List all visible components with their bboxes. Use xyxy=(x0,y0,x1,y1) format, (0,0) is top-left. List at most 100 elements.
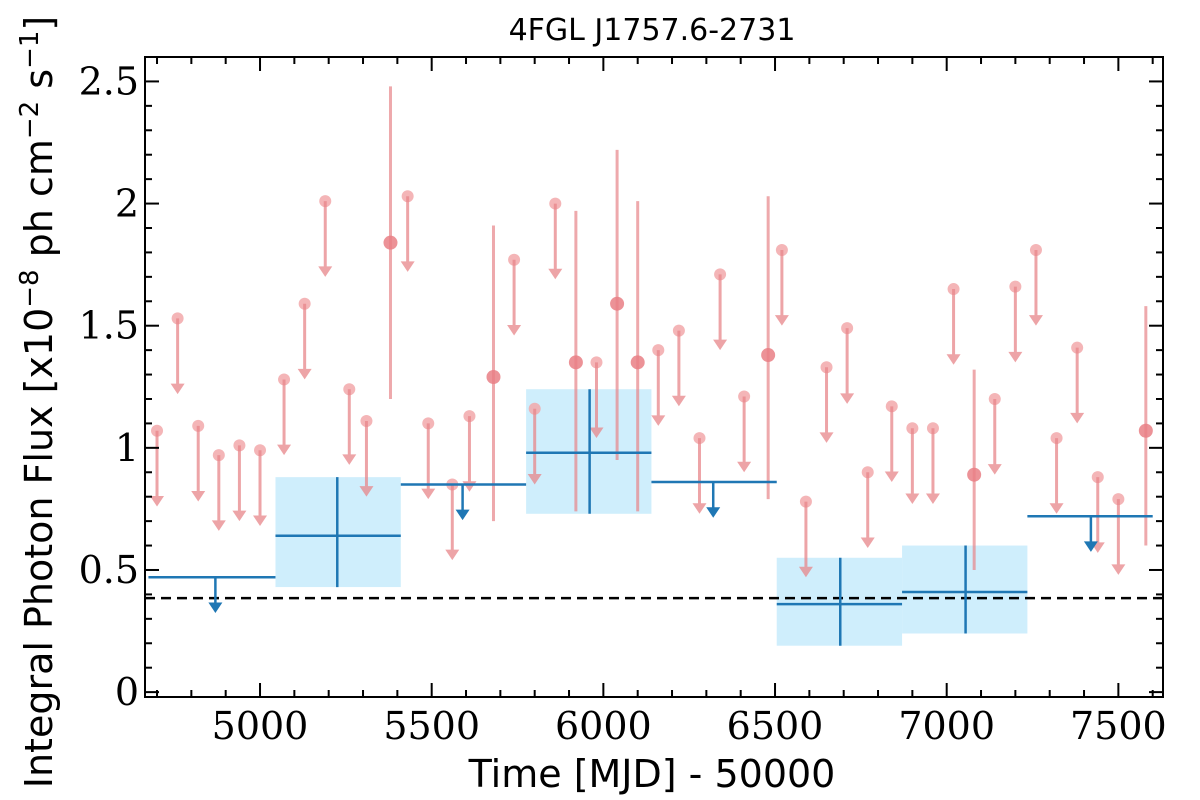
y-axis-label-unit: ph cm xyxy=(17,139,61,269)
upper-limit-arrow-head xyxy=(925,493,940,504)
upper-limit-arrow-head xyxy=(1008,351,1023,363)
fine-upper-limit-arrow xyxy=(421,423,436,500)
upper-limit-arrow-head xyxy=(400,261,415,272)
upper-limit-arrow-head xyxy=(527,473,542,485)
upper-limit-arrow-head xyxy=(713,339,728,351)
fine-upper-limit-arrow xyxy=(462,416,477,492)
upper-limit-arrow-head xyxy=(589,427,604,439)
upper-limit-arrow-head xyxy=(297,368,312,380)
fine-upper-limit-arrow xyxy=(232,445,247,522)
fine-upper-limit-arrow xyxy=(713,274,728,351)
fine-upper-limit-arrow xyxy=(191,425,206,502)
fine-upper-limit-arrow xyxy=(946,289,961,365)
x-tick-label: 7000 xyxy=(898,704,995,748)
upper-limit-arrow-head xyxy=(277,444,292,456)
y-tick-label: 0 xyxy=(115,670,139,714)
x-tick-label: 5000 xyxy=(212,704,309,748)
upper-limit-arrow-head xyxy=(987,464,1002,475)
upper-limit-arrow-head xyxy=(706,507,721,518)
fine-upper-limit-arrow xyxy=(737,396,752,473)
upper-limit-arrow-head xyxy=(840,393,855,404)
coarse-upper-limit-arrow xyxy=(208,577,223,614)
x-tick-label: 6500 xyxy=(727,704,824,748)
upper-limit-arrow-head xyxy=(1083,541,1098,552)
fine-detection-point xyxy=(630,355,645,370)
chart-title: 4FGL J1757.6-2731 xyxy=(509,13,796,48)
fine-upper-limit-arrow xyxy=(1008,286,1023,363)
fine-upper-limit-arrow xyxy=(884,406,899,483)
upper-limit-arrow-head xyxy=(651,415,666,426)
fine-detection-point xyxy=(761,348,776,363)
fine-upper-limit-arrow xyxy=(840,328,855,404)
fine-upper-limit-arrow xyxy=(1028,249,1043,326)
upper-limit-arrow-head xyxy=(253,515,268,526)
upper-limit-arrow-head xyxy=(1111,564,1126,575)
x-tick-label: 6000 xyxy=(555,704,652,748)
y-tick-label: 2 xyxy=(115,182,139,226)
fine-detection-point xyxy=(486,370,501,384)
fine-upper-limit-arrow xyxy=(211,455,226,531)
y-axis-label-exp3: −1 xyxy=(15,31,45,69)
fine-upper-limit-arrow xyxy=(589,362,604,439)
fine-upper-limit-arrow xyxy=(987,398,1002,475)
y-axis-label-unit2: s xyxy=(17,69,61,101)
x-tick-label: 7500 xyxy=(1070,704,1167,748)
upper-limit-arrow-head xyxy=(445,549,460,561)
y-axis-label-exp1: −8 xyxy=(15,269,45,307)
fine-upper-limit-arrow xyxy=(671,330,686,407)
fine-detection-point xyxy=(1138,423,1153,438)
upper-limit-arrow-head xyxy=(342,454,357,465)
coarse-upper-limit-arrow xyxy=(1083,516,1098,552)
fine-upper-limit-arrow xyxy=(359,420,374,497)
y-tick-label: 1.5 xyxy=(79,304,139,348)
y-tick-label: 0.5 xyxy=(79,548,139,592)
upper-limit-arrow-head xyxy=(208,602,223,614)
fine-upper-limit-arrow xyxy=(860,472,875,548)
coarse-bin-series xyxy=(148,389,1153,646)
x-tick-label: 5500 xyxy=(383,704,480,748)
upper-limit-arrow-head xyxy=(507,324,522,336)
upper-limit-arrow-head xyxy=(462,481,477,492)
fine-upper-limit-arrow xyxy=(1070,347,1085,424)
upper-limit-arrow-head xyxy=(1049,503,1064,514)
coarse-upper-limit-arrow xyxy=(706,482,721,518)
fine-detection-point xyxy=(610,296,625,311)
upper-limit-arrow-head xyxy=(211,520,226,531)
fine-upper-limit-arrow xyxy=(445,484,460,561)
fine-upper-limit-arrow xyxy=(905,428,920,504)
fine-detection-point xyxy=(383,235,398,250)
fine-upper-limit-arrow xyxy=(400,196,415,272)
y-axis-label: Integral Photon Flux [x10−8 ph cm−2 s−1] xyxy=(15,16,61,789)
upper-limit-arrow-head xyxy=(1070,412,1085,424)
y-axis-label-main: Integral Photon Flux [x10 xyxy=(17,308,61,789)
fine-detection-point xyxy=(967,467,982,482)
upper-limit-arrow-head xyxy=(884,471,899,483)
upper-limit-arrow-head xyxy=(170,383,185,395)
x-axis-label: Time [MJD] - 50000 xyxy=(468,752,836,796)
upper-limit-arrow-head xyxy=(737,461,752,473)
fine-upper-limit-arrow xyxy=(819,367,834,443)
upper-limit-arrow-head xyxy=(359,486,374,497)
fine-upper-limit-arrow xyxy=(253,450,268,526)
fine-upper-limit-arrow xyxy=(798,501,813,578)
upper-limit-arrow-head xyxy=(232,510,247,522)
upper-limit-arrow-head xyxy=(860,537,875,548)
fine-upper-limit-arrow xyxy=(507,259,522,336)
fine-upper-limit-arrow xyxy=(692,438,707,514)
fine-upper-limit-arrow xyxy=(774,249,789,326)
upper-limit-arrow-head xyxy=(798,566,813,578)
upper-limit-arrow-head xyxy=(455,509,470,521)
y-tick-label: 2.5 xyxy=(79,59,139,103)
fine-bin-series xyxy=(150,86,1153,578)
fine-upper-limit-arrow xyxy=(342,389,357,465)
axis-ticks xyxy=(145,57,1163,697)
y-tick-label: 1 xyxy=(115,426,139,470)
fine-upper-limit-arrow xyxy=(527,408,542,485)
y-axis-label-close: ] xyxy=(17,16,61,31)
fine-upper-limit-arrow xyxy=(318,201,333,277)
fine-upper-limit-arrow xyxy=(925,428,940,504)
upper-limit-arrow-head xyxy=(150,495,165,507)
upper-limit-arrow-head xyxy=(1028,315,1043,326)
upper-limit-arrow-head xyxy=(671,395,686,407)
